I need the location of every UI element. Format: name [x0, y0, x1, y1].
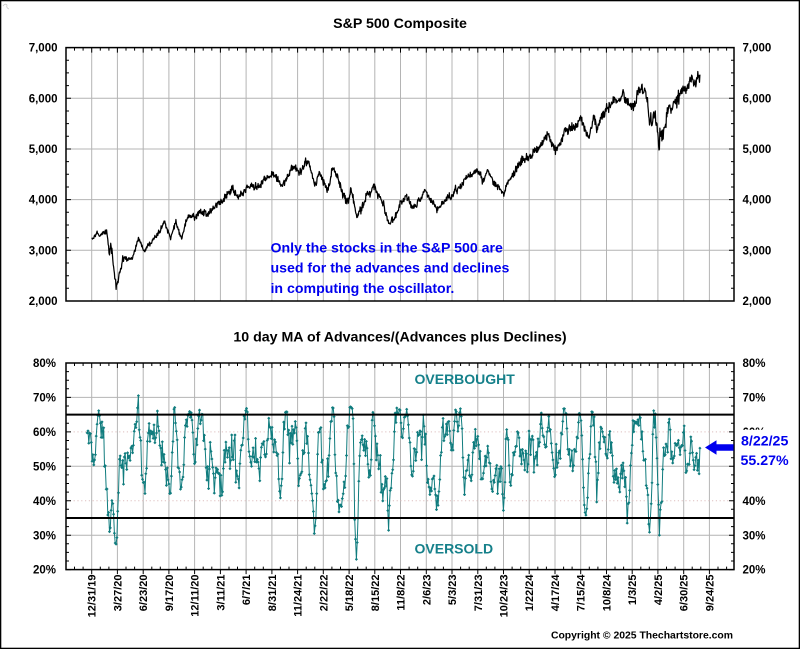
svg-text:S&P 500 Composite: S&P 500 Composite	[333, 16, 467, 32]
svg-text:2/22/22: 2/22/22	[318, 575, 330, 612]
svg-text:10 day MA of Advances/(Advance: 10 day MA of Advances/(Advances plus Dec…	[233, 330, 567, 346]
svg-text:11/24/21: 11/24/21	[293, 575, 305, 617]
svg-text:7/15/24: 7/15/24	[576, 574, 588, 612]
svg-text:OVERBOUGHT: OVERBOUGHT	[415, 371, 516, 387]
svg-text:1/22/24: 1/22/24	[524, 574, 536, 612]
svg-text:40%: 40%	[33, 496, 56, 508]
svg-text:7/31/23: 7/31/23	[473, 575, 485, 612]
svg-text:2/6/23: 2/6/23	[421, 575, 433, 606]
svg-text:2,000: 2,000	[29, 296, 58, 308]
svg-text:50%: 50%	[33, 461, 56, 473]
svg-text:6,000: 6,000	[29, 93, 58, 105]
svg-text:30%: 30%	[743, 530, 766, 542]
svg-text:in computing the oscillator.: in computing the oscillator.	[271, 280, 455, 296]
svg-text:Only the stocks in the S&P 500: Only the stocks in the S&P 500 are	[271, 239, 504, 255]
svg-text:2,000: 2,000	[743, 296, 772, 308]
svg-text:4/17/24: 4/17/24	[550, 574, 562, 612]
svg-text:60%: 60%	[33, 427, 56, 439]
svg-text:8/31/21: 8/31/21	[267, 575, 279, 612]
svg-text:55.27%: 55.27%	[741, 453, 790, 469]
svg-text:4,000: 4,000	[29, 195, 58, 207]
svg-text:70%: 70%	[33, 393, 56, 405]
svg-text:12/11/20: 12/11/20	[190, 575, 202, 617]
svg-text:12/31/19: 12/31/19	[87, 575, 99, 618]
svg-text:3,000: 3,000	[29, 245, 58, 257]
svg-text:5/18/22: 5/18/22	[344, 575, 356, 612]
svg-text:3/27/20: 3/27/20	[112, 575, 124, 612]
svg-text:8/22/25: 8/22/25	[741, 433, 788, 449]
svg-text:Copyright © 2025 Thechartstore: Copyright © 2025 Thechartstore.com	[551, 630, 733, 641]
svg-text:10/8/24: 10/8/24	[602, 574, 614, 612]
svg-text:9/17/20: 9/17/20	[164, 575, 176, 612]
svg-text:20%: 20%	[33, 565, 56, 577]
svg-text:5,000: 5,000	[29, 144, 58, 156]
svg-text:7,000: 7,000	[29, 43, 58, 55]
svg-text:OVERSOLD: OVERSOLD	[415, 540, 494, 556]
svg-text:4/2/25: 4/2/25	[653, 575, 665, 606]
svg-text:6,000: 6,000	[743, 93, 772, 105]
svg-text:9/24/25: 9/24/25	[704, 575, 716, 612]
svg-text:11/8/22: 11/8/22	[396, 575, 408, 611]
svg-text:20%: 20%	[743, 565, 766, 577]
svg-text:used for the advances and decl: used for the advances and declines	[271, 260, 510, 276]
svg-text:80%: 80%	[33, 358, 56, 370]
svg-text:8/15/22: 8/15/22	[370, 575, 382, 612]
svg-text:30%: 30%	[33, 530, 56, 542]
svg-text:80%: 80%	[743, 358, 766, 370]
svg-text:1/3/25: 1/3/25	[627, 575, 639, 606]
svg-text:6/7/21: 6/7/21	[241, 575, 253, 606]
svg-text:3,000: 3,000	[743, 245, 772, 257]
svg-text:5,000: 5,000	[743, 144, 772, 156]
svg-text:4,000: 4,000	[743, 195, 772, 207]
svg-text:7,000: 7,000	[743, 43, 772, 55]
svg-text:5/3/23: 5/3/23	[447, 575, 459, 606]
svg-text:70%: 70%	[743, 393, 766, 405]
svg-text:40%: 40%	[743, 496, 766, 508]
svg-text:6/30/25: 6/30/25	[679, 575, 691, 612]
svg-text:3/11/21: 3/11/21	[215, 575, 227, 611]
svg-text:10/24/23: 10/24/23	[499, 575, 511, 618]
svg-text:6/23/20: 6/23/20	[138, 575, 150, 612]
